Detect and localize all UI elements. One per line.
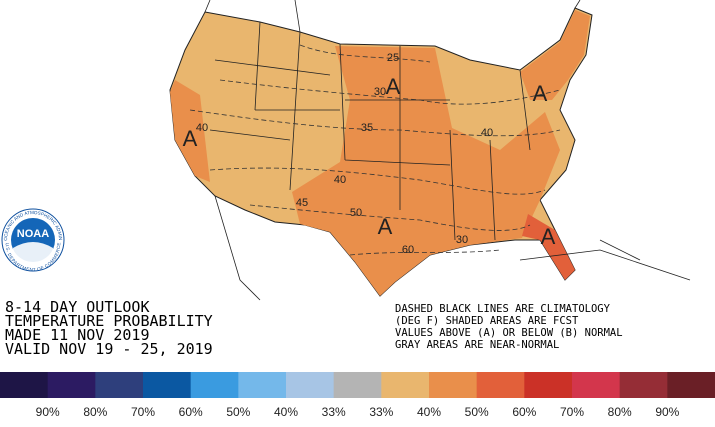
contour-label: 30 — [374, 86, 386, 98]
forecast-50-area — [522, 214, 575, 280]
legend-label: 90% — [655, 405, 679, 419]
legend-swatch — [286, 372, 335, 398]
area-label: A — [183, 126, 198, 151]
note-line: DASHED BLACK LINES ARE CLIMATOLOGY — [395, 303, 611, 315]
legend-label: 80% — [608, 405, 632, 419]
contour-label: 35 — [361, 122, 373, 134]
area-label: A — [541, 224, 556, 249]
logo-name: NOAA — [17, 228, 49, 240]
logo-ring-top: NATIONAL OCEANIC AND ATMOSPHERIC ADMINIS… — [0, 0, 63, 241]
area-label: A — [378, 214, 393, 239]
contour-label: 40 — [196, 122, 208, 134]
legend-label: 40% — [417, 405, 441, 419]
legend-swatch — [429, 372, 478, 398]
legend-swatch — [143, 372, 192, 398]
legend-swatch — [572, 372, 621, 398]
note-line: VALUES ABOVE (A) OR BELOW (B) NORMAL — [395, 327, 623, 339]
legend-label: 40% — [274, 405, 298, 419]
contour-label: 40 — [481, 127, 493, 139]
contour-label: 50 — [350, 207, 362, 219]
legend-label: 33% — [322, 405, 346, 419]
logo-bird — [13, 242, 53, 262]
legend-label: 80% — [83, 405, 107, 419]
note-line: GRAY AREAS ARE NEAR-NORMAL — [395, 339, 559, 351]
forecast-40-area — [520, 10, 590, 100]
contour-label: 30 — [456, 234, 468, 246]
legend-swatch — [333, 372, 382, 398]
area-label: A — [386, 74, 401, 99]
legend-swatch — [47, 372, 96, 398]
contour-label: 60 — [402, 244, 414, 256]
climatology-contour — [189, 44, 561, 256]
legend-label: 60% — [512, 405, 536, 419]
forecast-40-area — [170, 80, 210, 182]
legend-label: 60% — [179, 405, 203, 419]
title-line: VALID NOV 19 - 25, 2019 — [5, 340, 213, 358]
legend-swatch — [667, 372, 715, 398]
legend-label: 50% — [226, 405, 250, 419]
legend-label: 70% — [131, 405, 155, 419]
legend-swatch — [190, 372, 239, 398]
legend-swatch — [0, 372, 49, 398]
noaa-logo: NATIONAL OCEANIC AND ATMOSPHERIC ADMINIS… — [0, 0, 65, 272]
contour-label: 25 — [387, 52, 399, 64]
title-line: 8-14 DAY OUTLOOK — [5, 298, 150, 316]
contour-label: 40 — [334, 174, 346, 186]
legend-swatch — [524, 372, 573, 398]
legend-label: 70% — [560, 405, 584, 419]
legend-swatch — [619, 372, 668, 398]
legend-swatch — [238, 372, 287, 398]
neighbor-borders — [204, 0, 691, 301]
forecast-40-area — [292, 46, 560, 296]
legend-swatch — [95, 372, 144, 398]
title-line: MADE 11 NOV 2019 — [5, 326, 150, 344]
state-borders — [209, 21, 531, 241]
note-line: (DEG F) SHADED AREAS ARE FCST — [395, 315, 579, 327]
title-line: TEMPERATURE PROBABILITY — [5, 312, 213, 330]
contour-label: 45 — [296, 197, 308, 209]
legend-swatch — [476, 372, 525, 398]
legend-label: 33% — [369, 405, 393, 419]
legend-swatch — [381, 372, 430, 398]
legend-label: 90% — [36, 405, 60, 419]
note-backdrop — [392, 300, 692, 356]
legend-label: 50% — [465, 405, 489, 419]
area-label: A — [533, 81, 548, 106]
logo-ring-top-text: NATIONAL OCEANIC AND ATMOSPHERIC ADMINIS… — [0, 0, 63, 241]
